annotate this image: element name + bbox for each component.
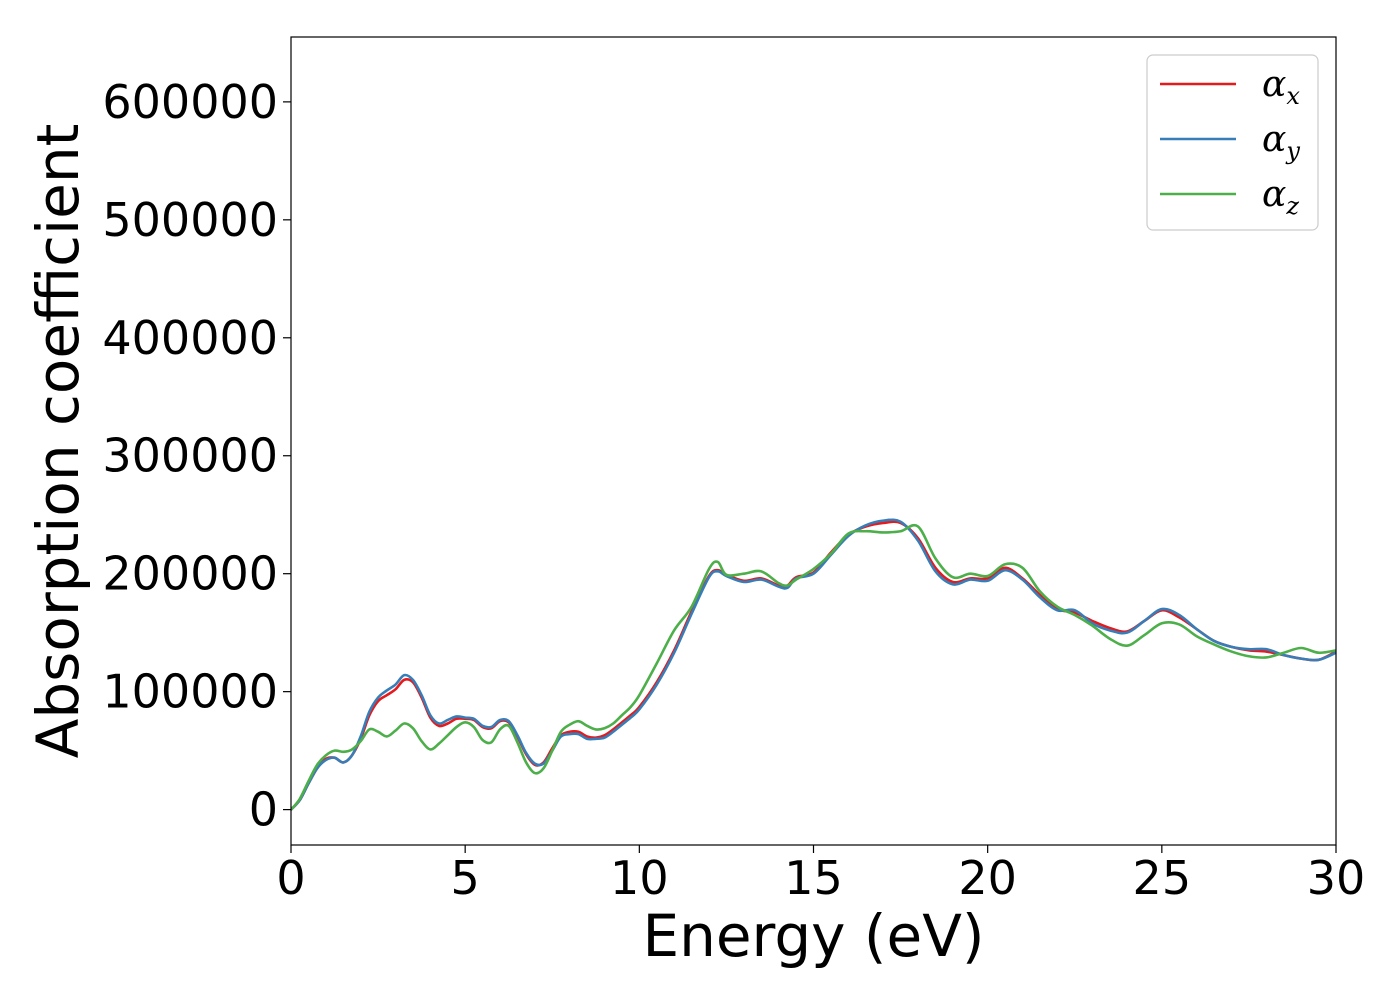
- x-tick-label: 15: [784, 851, 843, 905]
- y-axis-title: Absorption coefficient: [24, 124, 92, 759]
- x-tick-label: 30: [1307, 851, 1366, 905]
- y-tick-label: 100000: [102, 665, 278, 719]
- y-tick-label: 0: [249, 783, 278, 837]
- x-axis-title: Energy (eV): [642, 902, 984, 970]
- legend-label-alpha-x: αx: [1262, 64, 1300, 110]
- y-tick-label: 400000: [102, 311, 278, 365]
- plot-area-group: [291, 518, 1336, 811]
- series-line-alpha-z: [291, 523, 1336, 811]
- y-tick-label: 600000: [102, 75, 278, 129]
- series-layer: [291, 518, 1336, 811]
- x-tick-label: 5: [451, 851, 480, 905]
- y-tick-label: 200000: [102, 547, 278, 601]
- legend-box: [1146, 54, 1319, 231]
- x-tick-label: 0: [276, 851, 305, 905]
- legend-label-alpha-z: αz: [1262, 174, 1299, 220]
- legend-label-alpha-y: αy: [1262, 119, 1300, 165]
- series-line-alpha-x: [291, 520, 1336, 811]
- x-tick-label: 25: [1133, 851, 1192, 905]
- x-tick-label: 20: [958, 851, 1017, 905]
- y-axis-ticks: 0 100000 200000 300000 400000 500000 600000: [102, 75, 291, 837]
- legend: αx αy αz: [1146, 54, 1319, 231]
- x-tick-label: 10: [610, 851, 669, 905]
- x-axis-ticks: 0 5 10 15 20 25 30: [276, 845, 1365, 905]
- y-tick-label: 300000: [102, 429, 278, 483]
- y-tick-label: 500000: [102, 193, 278, 247]
- series-line-alpha-y: [291, 518, 1336, 811]
